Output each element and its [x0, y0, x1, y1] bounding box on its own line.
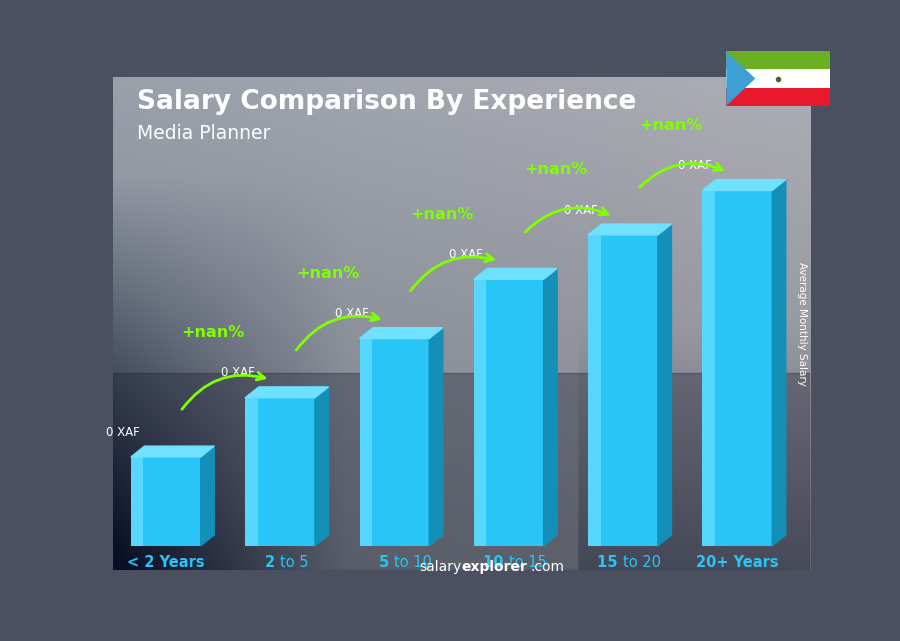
Text: 10: 10: [483, 554, 508, 570]
Text: .com: .com: [531, 560, 565, 574]
Text: +nan%: +nan%: [410, 206, 473, 222]
Bar: [726, 69, 830, 88]
Text: 0 XAF: 0 XAF: [335, 307, 369, 320]
Polygon shape: [359, 328, 443, 338]
Text: < 2 Years: < 2 Years: [127, 554, 204, 570]
Polygon shape: [703, 179, 786, 190]
Bar: [112, 373, 810, 570]
Bar: [245, 397, 315, 546]
Bar: [589, 235, 600, 546]
Bar: [473, 279, 544, 546]
Polygon shape: [544, 269, 557, 546]
Text: salary: salary: [419, 560, 461, 574]
Polygon shape: [726, 51, 755, 106]
Text: 5: 5: [379, 554, 394, 570]
Text: Average Monthly Salary: Average Monthly Salary: [797, 262, 807, 386]
Text: 20+ Years: 20+ Years: [696, 554, 778, 570]
Polygon shape: [658, 224, 671, 546]
Text: +nan%: +nan%: [525, 162, 588, 177]
Polygon shape: [245, 387, 328, 397]
Bar: [359, 338, 429, 546]
Text: +nan%: +nan%: [639, 118, 702, 133]
Polygon shape: [315, 387, 328, 546]
Polygon shape: [589, 224, 671, 235]
Bar: [726, 88, 830, 106]
Text: 0 XAF: 0 XAF: [678, 159, 712, 172]
Text: to 10: to 10: [394, 554, 432, 570]
Text: 0 XAF: 0 XAF: [449, 248, 483, 261]
Text: +nan%: +nan%: [182, 325, 245, 340]
Text: 0 XAF: 0 XAF: [563, 204, 598, 217]
Bar: [130, 457, 143, 546]
Text: 2: 2: [265, 554, 280, 570]
Text: Salary Comparison By Experience: Salary Comparison By Experience: [137, 89, 636, 115]
Polygon shape: [473, 269, 557, 279]
Polygon shape: [130, 446, 214, 457]
Text: 0 XAF: 0 XAF: [220, 367, 255, 379]
Bar: [703, 190, 772, 546]
Polygon shape: [201, 446, 214, 546]
Text: Media Planner: Media Planner: [137, 124, 270, 143]
Text: 0 XAF: 0 XAF: [106, 426, 140, 438]
Polygon shape: [429, 328, 443, 546]
Bar: [473, 279, 486, 546]
Text: +nan%: +nan%: [296, 266, 359, 281]
Bar: [130, 457, 201, 546]
Bar: [359, 338, 372, 546]
Text: explorer: explorer: [461, 560, 527, 574]
Text: to 15: to 15: [508, 554, 546, 570]
Polygon shape: [772, 179, 786, 546]
Text: to 5: to 5: [280, 554, 309, 570]
Bar: [245, 397, 257, 546]
Bar: [589, 235, 658, 546]
Bar: [703, 190, 715, 546]
Text: to 20: to 20: [623, 554, 661, 570]
Text: 15: 15: [598, 554, 623, 570]
Bar: [726, 51, 830, 69]
